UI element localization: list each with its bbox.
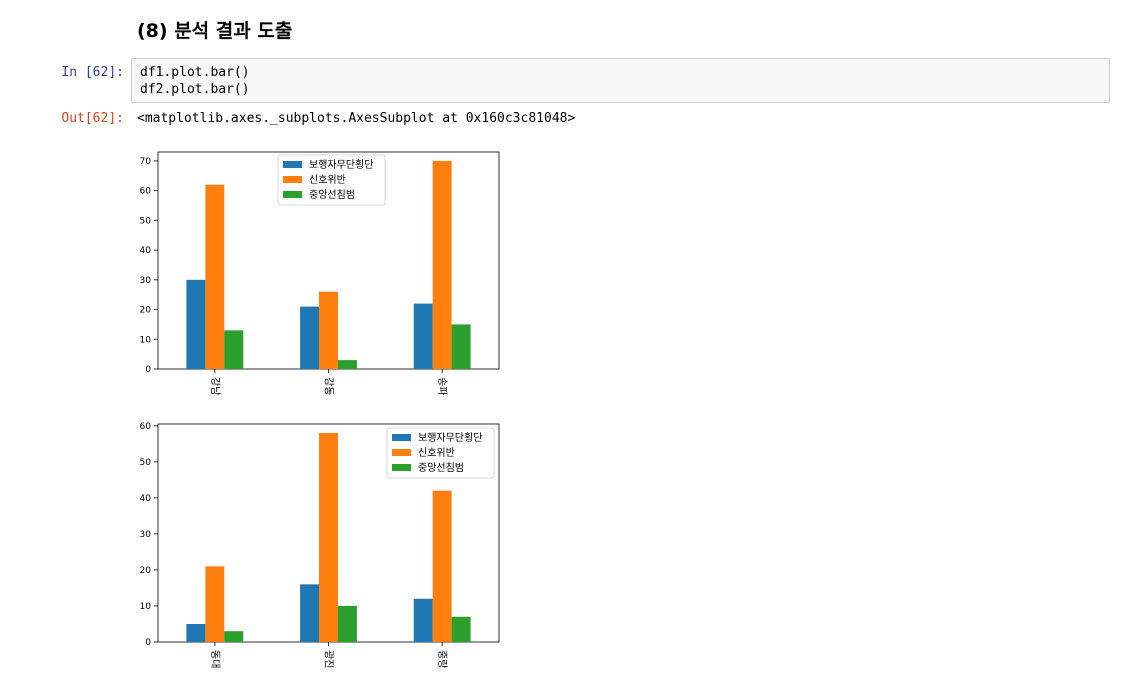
x-tick-label: 강동 — [323, 377, 335, 395]
bar — [205, 566, 225, 642]
y-tick-label: 10 — [140, 602, 152, 612]
code-cell-input[interactable]: df1.plot.bar() df2.plot.bar() — [131, 58, 1110, 103]
code-line: df2.plot.bar() — [140, 82, 250, 97]
legend-swatch — [392, 449, 411, 456]
y-tick-label: 50 — [140, 458, 152, 468]
legend-swatch — [392, 464, 411, 471]
bar — [319, 433, 338, 642]
bar — [186, 279, 206, 369]
legend-label: 중앙선침범 — [418, 462, 464, 474]
legend-box — [386, 427, 495, 479]
x-tick-label: 광진 — [323, 650, 335, 668]
legend-label: 보행자무단횡단 — [309, 159, 373, 171]
code-line: df1.plot.bar() — [140, 65, 250, 80]
y-tick-label: 20 — [140, 566, 152, 576]
bar — [300, 306, 320, 369]
bar — [451, 616, 471, 642]
legend-swatch — [283, 191, 302, 198]
bar — [337, 605, 357, 642]
bar — [413, 598, 433, 642]
bar — [432, 160, 452, 369]
y-tick-label: 30 — [140, 276, 152, 286]
bar — [224, 631, 244, 642]
bar — [186, 623, 206, 642]
bar — [451, 324, 471, 369]
output-text: <matplotlib.axes._subplots.AxesSubplot a… — [137, 111, 576, 126]
y-tick-label: 0 — [145, 365, 151, 375]
legend-label: 중앙선침범 — [309, 189, 355, 201]
input-prompt: In [62]: — [61, 65, 124, 80]
y-tick-label: 60 — [140, 422, 152, 432]
legend-label: 신호위반 — [418, 446, 455, 459]
bar — [337, 360, 357, 369]
legend-swatch — [283, 161, 302, 168]
y-tick-label: 40 — [140, 494, 152, 504]
bar — [319, 291, 338, 369]
legend-label: 신호위반 — [309, 173, 346, 186]
legend-box — [277, 154, 386, 206]
bar — [224, 330, 244, 369]
bar — [300, 584, 320, 642]
legend-swatch — [392, 434, 411, 441]
y-tick-label: 0 — [145, 638, 151, 648]
x-tick-label: 강남 — [209, 377, 221, 395]
y-tick-label: 70 — [140, 157, 152, 167]
section-heading: (8) 분석 결과 도출 — [137, 20, 293, 42]
y-tick-label: 40 — [140, 246, 152, 256]
bar — [413, 303, 433, 369]
y-tick-label: 10 — [140, 335, 152, 345]
y-tick-label: 50 — [140, 216, 152, 226]
x-tick-label: 송파 — [436, 377, 448, 395]
y-tick-label: 30 — [140, 530, 152, 540]
y-tick-label: 60 — [140, 187, 152, 197]
y-tick-label: 20 — [140, 306, 152, 316]
legend-label: 보행자무단횡단 — [418, 432, 482, 444]
output-prompt: Out[62]: — [61, 111, 124, 126]
bar — [432, 490, 452, 642]
bar — [205, 184, 225, 369]
legend-swatch — [283, 176, 302, 183]
x-tick-label: 동대 — [209, 650, 221, 668]
x-tick-label: 중랑 — [436, 650, 448, 668]
